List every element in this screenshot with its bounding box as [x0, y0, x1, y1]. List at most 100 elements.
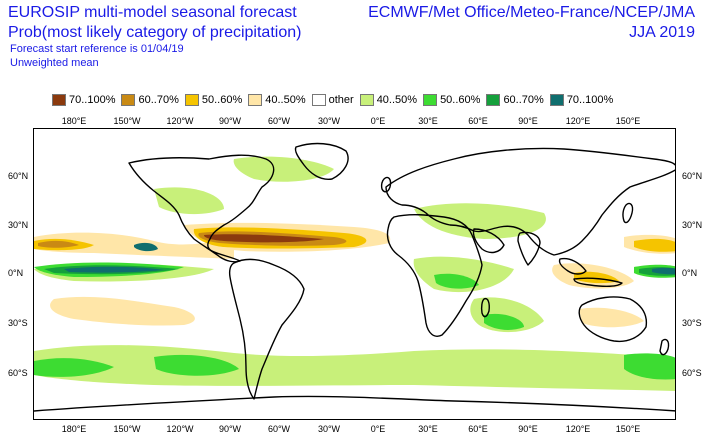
- wet-patch: [134, 242, 158, 252]
- lat-label-left: 30°N: [8, 220, 29, 230]
- legend-item: 60..70%: [121, 94, 179, 106]
- world-map: [33, 128, 676, 420]
- lon-label-top: 150°W: [113, 116, 141, 126]
- color-legend: 70..100% 60..70% 50..60% 40..50% other 4…: [52, 92, 619, 108]
- legend-item: 70..100%: [549, 94, 614, 106]
- coastline-greenland: [294, 142, 349, 180]
- wet-patch: [434, 273, 479, 289]
- legend-item: 70..100%: [52, 94, 115, 106]
- coastline-indonesia: [573, 277, 623, 288]
- legend-item: 50..60%: [184, 94, 243, 106]
- coastline-se-asia: [558, 257, 587, 275]
- lat-label-left: 60°N: [8, 171, 29, 181]
- lon-label-top: 90°E: [518, 116, 538, 126]
- wet-patch: [34, 345, 675, 391]
- coastline-australia: [578, 296, 648, 343]
- lat-label-left: 60°S: [8, 368, 28, 378]
- wet-patch: [484, 313, 524, 330]
- legend-label: 60..70%: [138, 94, 179, 106]
- dry-patch: [579, 307, 644, 328]
- probability-fill: [34, 156, 675, 391]
- legend-item: 60..70%: [486, 94, 544, 106]
- wet-patch: [414, 203, 546, 239]
- map-subtitle: Prob(most likely category of precipitati…: [8, 24, 302, 41]
- lon-label-bottom: 60°W: [267, 424, 291, 434]
- wet-patch: [624, 353, 675, 380]
- lon-label-top: 30°E: [418, 116, 438, 126]
- legend-swatch: [184, 94, 199, 106]
- legend-item: 50..60%: [423, 94, 480, 106]
- legend-label: 50..60%: [201, 94, 243, 106]
- wet-patch: [64, 266, 164, 273]
- coastline-india: [517, 231, 541, 266]
- lon-label-top: 60°E: [468, 116, 488, 126]
- dry-patch: [38, 240, 79, 248]
- legend-label: other: [328, 94, 354, 106]
- coastline-south-america: [228, 258, 305, 400]
- legend-swatch: [359, 94, 374, 106]
- legend-label: 60..70%: [503, 94, 544, 106]
- lon-label-top: 90°W: [218, 116, 242, 126]
- lat-label-right: 0°N: [682, 268, 698, 278]
- lon-label-top: 0°E: [370, 116, 386, 126]
- lon-label-bottom: 120°E: [565, 424, 591, 434]
- lon-label-bottom: 120°W: [166, 424, 194, 434]
- lat-label-left: 0°N: [8, 268, 24, 278]
- coastline-arabia: [472, 228, 505, 254]
- coastline-japan: [622, 202, 634, 224]
- legend-item: 40..50%: [248, 94, 306, 106]
- legend-item: 40..50%: [359, 94, 418, 106]
- map-canvas: [34, 142, 675, 412]
- lon-label-top: 120°W: [166, 116, 194, 126]
- lon-label-bottom: 60°E: [468, 424, 488, 434]
- legend-label: 50..60%: [440, 94, 481, 106]
- legend-label: 40..50%: [376, 94, 418, 106]
- legend-item: other: [311, 94, 354, 106]
- lon-label-bottom: 150°E: [615, 424, 641, 434]
- coastline-uk: [380, 176, 392, 193]
- lon-label-top: 150°E: [615, 116, 641, 126]
- lon-label-bottom: 30°E: [418, 424, 438, 434]
- forecast-period: JJA 2019: [629, 24, 695, 41]
- wet-patch: [154, 187, 224, 215]
- wet-patch: [652, 267, 675, 275]
- data-sources: ECMWF/Met Office/Meteo-France/NCEP/JMA: [368, 4, 695, 21]
- lat-label-left: 30°S: [8, 318, 28, 328]
- lon-label-top: 120°E: [565, 116, 591, 126]
- lat-label-right: 60°S: [682, 368, 702, 378]
- coastline-antarctica: [34, 395, 675, 412]
- lon-label-bottom: 150°W: [113, 424, 141, 434]
- coastlines: [34, 142, 675, 412]
- lon-label-top: 30°W: [317, 116, 341, 126]
- dry-patch: [50, 296, 195, 326]
- legend-swatch: [248, 94, 263, 106]
- legend-swatch: [52, 94, 66, 106]
- legend-label: 40..50%: [265, 94, 306, 106]
- legend-label: 70..100%: [566, 94, 614, 106]
- lon-label-top: 180°E: [61, 116, 87, 126]
- map-title: EUROSIP multi-model seasonal forecast: [8, 4, 297, 21]
- lat-label-right: 60°N: [682, 171, 703, 181]
- legend-swatch: [423, 94, 438, 106]
- legend-swatch: [121, 94, 136, 106]
- forecast-reference: Forecast start reference is 01/04/19: [10, 43, 184, 55]
- lon-label-bottom: 30°W: [317, 424, 341, 434]
- legend-label: 70..100%: [69, 94, 116, 106]
- lon-label-bottom: 90°W: [218, 424, 242, 434]
- legend-swatch: [486, 94, 501, 106]
- coastline-madagascar: [480, 297, 490, 318]
- wet-patch: [154, 354, 239, 376]
- wet-patch: [34, 358, 114, 377]
- lon-label-bottom: 180°E: [61, 424, 87, 434]
- lon-label-bottom: 0°E: [370, 424, 386, 434]
- lon-label-bottom: 90°E: [518, 424, 538, 434]
- dry-patch: [204, 234, 324, 243]
- weighting-note: Unweighted mean: [10, 57, 99, 69]
- coastline-new-zealand: [659, 338, 670, 356]
- lon-label-top: 60°W: [267, 116, 291, 126]
- legend-swatch: [311, 94, 326, 106]
- lat-label-right: 30°S: [682, 318, 702, 328]
- coastline-eurasia: [385, 147, 675, 256]
- dry-patch: [634, 238, 675, 252]
- coastline-africa: [386, 214, 483, 337]
